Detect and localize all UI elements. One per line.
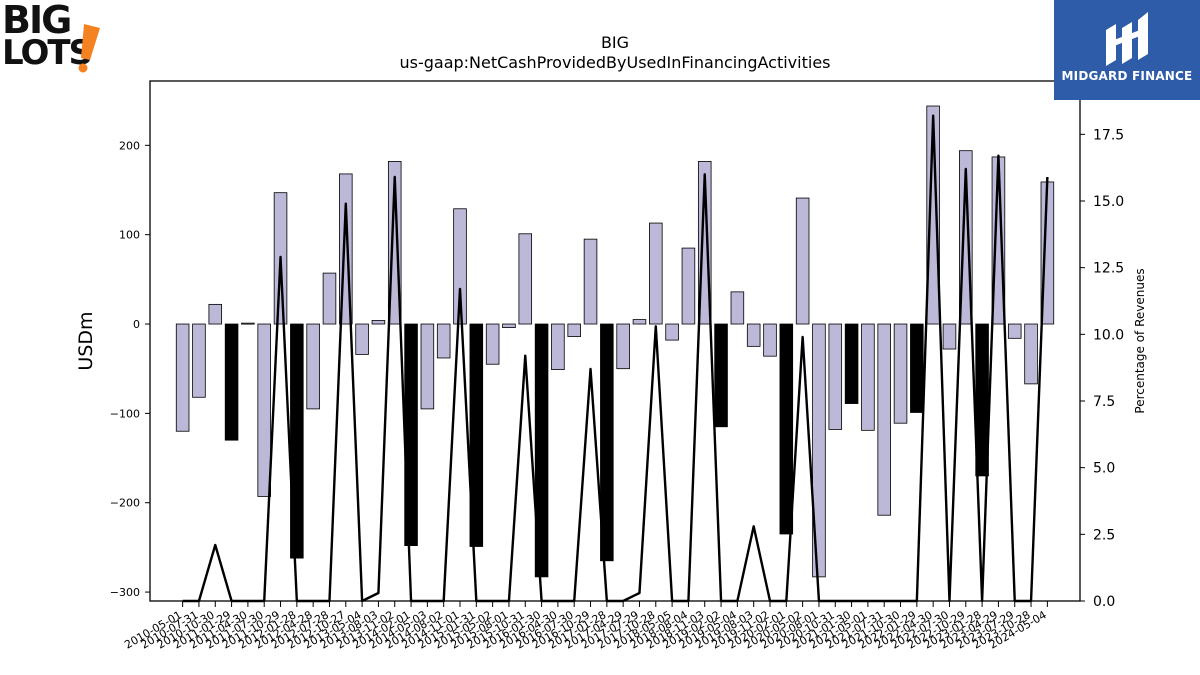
y2-tick-label: 2.5 [1093,527,1115,543]
y-tick-label: −300 [110,586,140,599]
y2-tick-label: 12.5 [1093,261,1124,277]
bar [779,323,794,535]
bar [453,208,467,325]
bar [714,323,728,428]
bar [322,272,337,325]
y2-tick-label: 0.0 [1093,594,1115,610]
plot-frame [149,80,1081,602]
y-axis-label: USDm [75,311,97,370]
bar [665,323,679,341]
big-lots-logo: BIG LOTS [2,0,102,76]
axes-group: −300 −200 −100 0 100 200 0.0 2.5 5.0 7.5 10.0 12.5 1… [110,80,1124,652]
bar [355,323,369,355]
bar [812,323,826,578]
bar [175,323,190,432]
bar [436,323,451,359]
bar [926,105,940,325]
bar [192,323,206,398]
exclamation-icon [78,24,100,73]
bar [730,291,745,325]
bar [600,323,614,562]
bar [567,323,581,337]
bar [893,323,908,424]
bar [942,323,957,350]
bar [469,323,484,547]
logo-left-line1: BIG [2,0,72,42]
bar [420,323,435,410]
y-tick-label: 200 [119,139,140,152]
bar [208,303,223,325]
bar [551,323,565,370]
bar [877,323,891,516]
y-tick-label: 100 [119,229,140,242]
bar [910,323,924,413]
bar [534,323,549,578]
bar [1007,323,1022,339]
y-tick-label: −200 [110,497,140,510]
bar [502,323,516,328]
chart-subtitle: us-gaap:NetCashProvidedByUsedInFinancing… [399,53,830,72]
bar [861,323,875,431]
bar [518,233,533,325]
y-tick-label: 0 [133,318,140,331]
bar [763,323,777,357]
midgard-emblem-icon [1106,12,1148,66]
bar [306,323,320,410]
bar [649,222,663,325]
y2-tick-label: 7.5 [1093,394,1115,410]
bar [257,323,271,497]
bar [371,320,386,325]
bar [241,322,255,325]
bar-group [175,105,1055,578]
y2-axis-label: Percentage of Revenues [1133,268,1147,413]
bar [681,247,696,325]
bar [795,197,810,325]
bar [290,323,304,559]
bar [485,323,500,365]
logo-right-brand: MIDGARD FINANCE [1061,69,1193,83]
bar [844,323,859,404]
bar [224,323,239,441]
bar [746,323,761,347]
y-tick-label: −100 [110,407,140,420]
midgard-finance-logo: MIDGARD FINANCE [1054,0,1200,100]
bar [583,238,598,325]
y2-tick-label: 10.0 [1093,327,1124,343]
y2-tick-label: 5.0 [1093,461,1115,477]
bar [828,323,843,430]
bar [616,323,630,370]
bar [632,319,647,325]
chart-title: BIG [601,33,629,52]
y2-tick-label: 17.5 [1093,127,1124,143]
y2-tick-label: 15.0 [1093,194,1124,210]
bar [1024,323,1038,385]
logo-left-line2: LOTS [2,33,93,73]
